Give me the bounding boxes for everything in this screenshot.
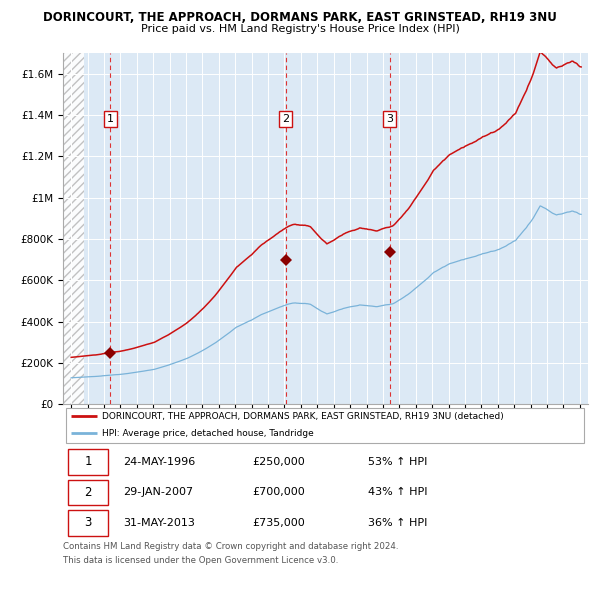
Text: Price paid vs. HM Land Registry's House Price Index (HPI): Price paid vs. HM Land Registry's House …	[140, 24, 460, 34]
Text: 3: 3	[84, 516, 92, 529]
FancyBboxPatch shape	[68, 480, 107, 505]
Text: 24-MAY-1996: 24-MAY-1996	[124, 457, 196, 467]
Text: 1: 1	[107, 114, 114, 124]
Text: £250,000: £250,000	[252, 457, 305, 467]
Text: 2: 2	[282, 114, 289, 124]
Text: 53% ↑ HPI: 53% ↑ HPI	[367, 457, 427, 467]
Text: 29-JAN-2007: 29-JAN-2007	[124, 487, 193, 497]
Text: 31-MAY-2013: 31-MAY-2013	[124, 518, 195, 528]
Text: Contains HM Land Registry data © Crown copyright and database right 2024.: Contains HM Land Registry data © Crown c…	[63, 542, 398, 550]
FancyBboxPatch shape	[68, 510, 107, 536]
Text: 3: 3	[386, 114, 393, 124]
Text: 36% ↑ HPI: 36% ↑ HPI	[367, 518, 427, 528]
Text: HPI: Average price, detached house, Tandridge: HPI: Average price, detached house, Tand…	[103, 429, 314, 438]
Text: DORINCOURT, THE APPROACH, DORMANS PARK, EAST GRINSTEAD, RH19 3NU: DORINCOURT, THE APPROACH, DORMANS PARK, …	[43, 11, 557, 24]
Text: This data is licensed under the Open Government Licence v3.0.: This data is licensed under the Open Gov…	[63, 556, 338, 565]
Text: £700,000: £700,000	[252, 487, 305, 497]
FancyBboxPatch shape	[65, 408, 584, 443]
FancyBboxPatch shape	[68, 449, 107, 475]
Text: 43% ↑ HPI: 43% ↑ HPI	[367, 487, 427, 497]
Text: £735,000: £735,000	[252, 518, 305, 528]
Text: 2: 2	[84, 486, 92, 499]
Text: 1: 1	[84, 455, 92, 468]
Text: DORINCOURT, THE APPROACH, DORMANS PARK, EAST GRINSTEAD, RH19 3NU (detached): DORINCOURT, THE APPROACH, DORMANS PARK, …	[103, 412, 504, 421]
